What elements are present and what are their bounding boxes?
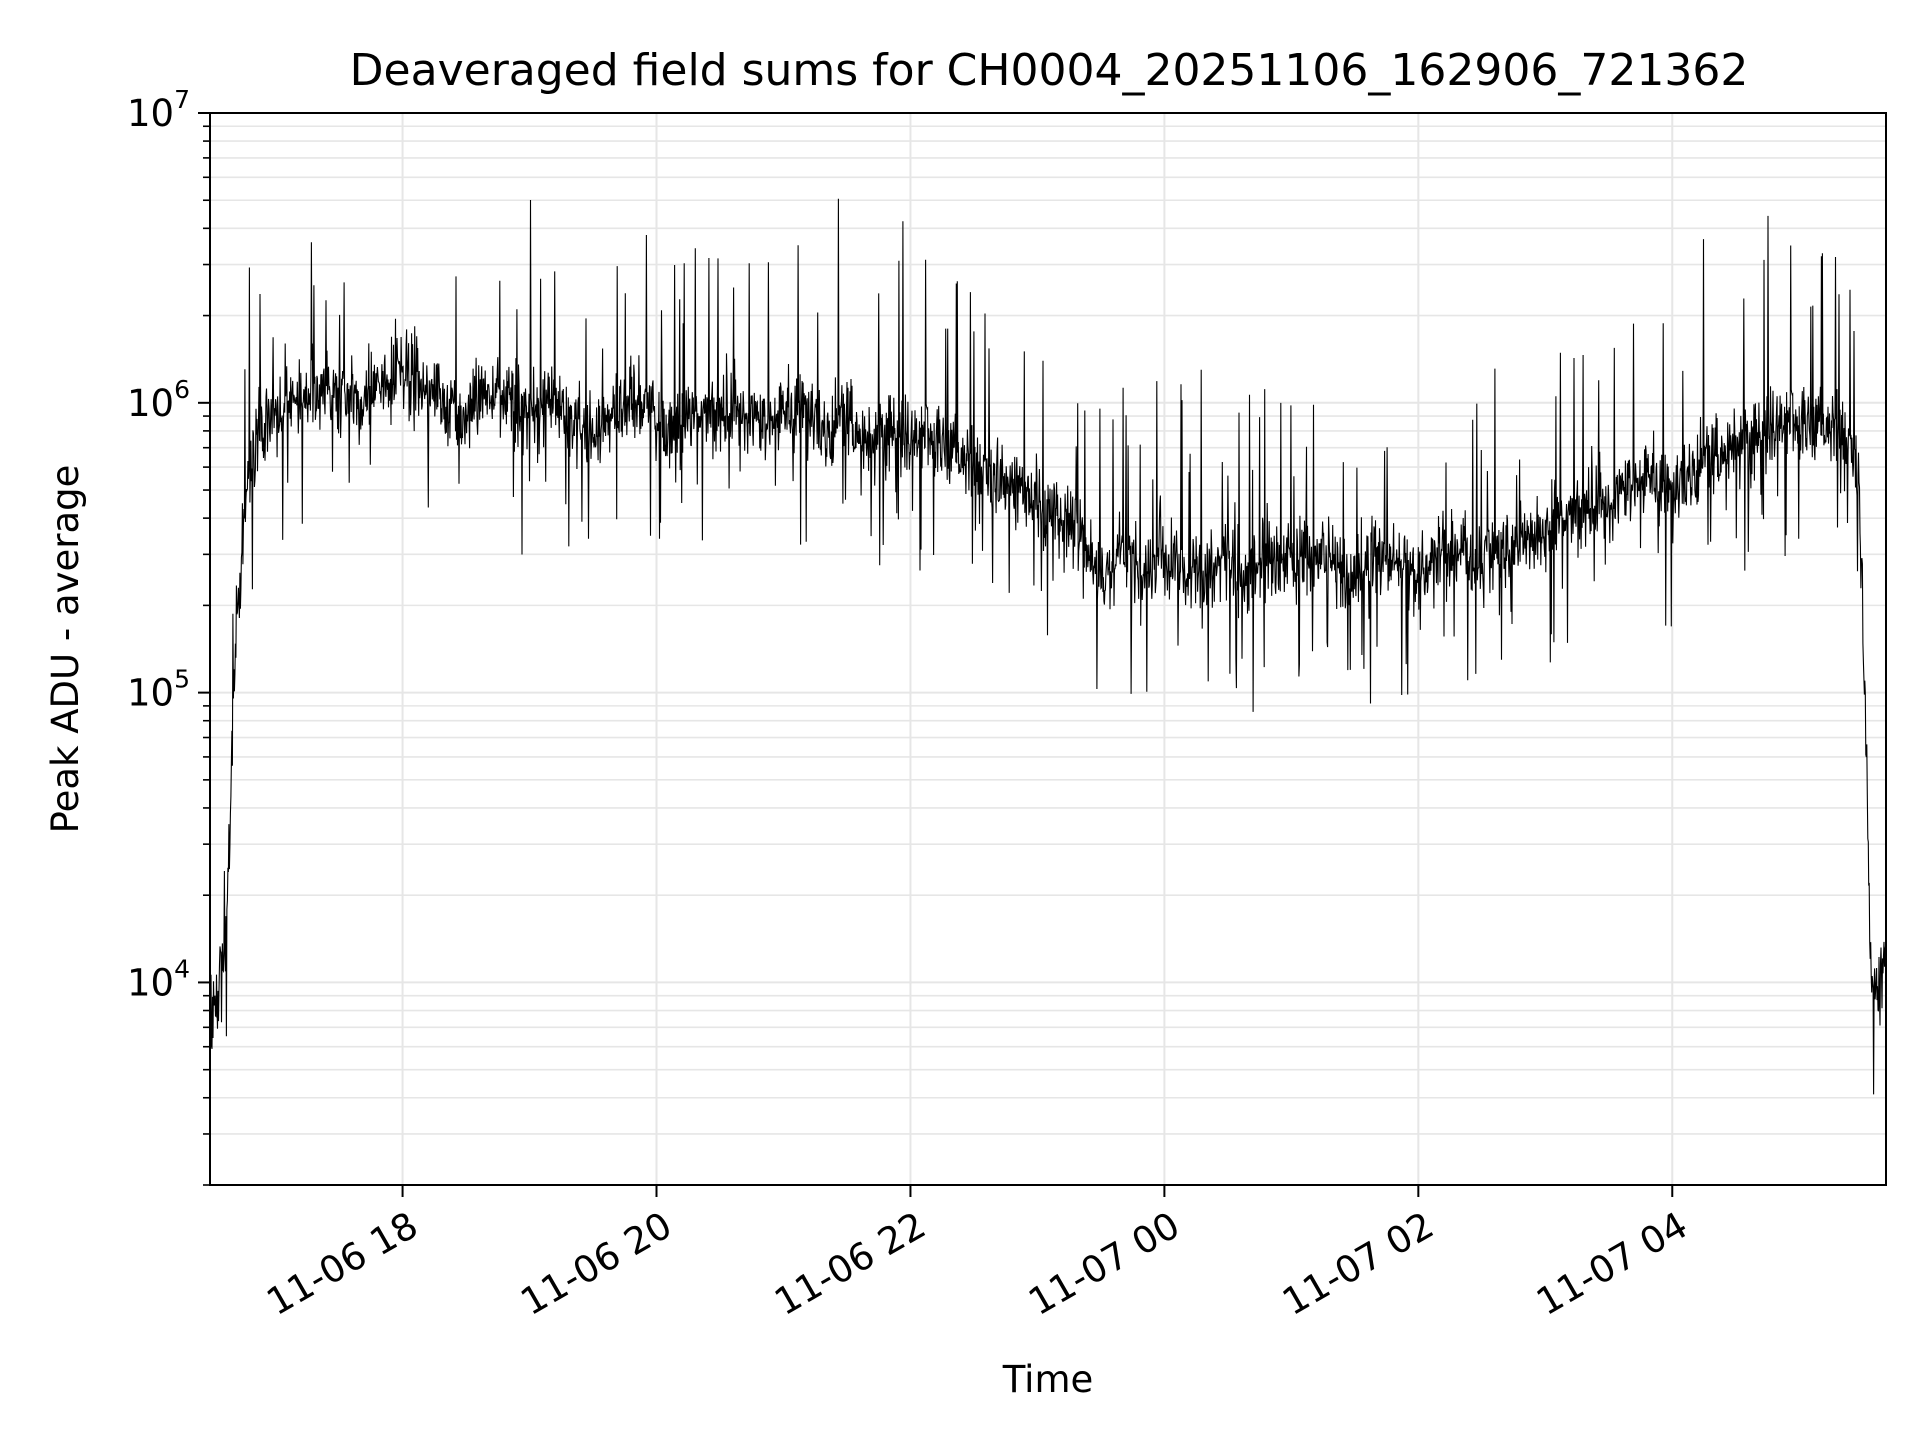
series-line [210, 198, 1886, 1095]
y-tick-label: 106 [127, 375, 190, 425]
x-axis-label: Time [1002, 1358, 1094, 1401]
y-axis: 104 105 106 107 [127, 85, 210, 1186]
plot-frame [209, 112, 1887, 1186]
series-layer [210, 198, 1886, 1095]
y-tick-label: 104 [127, 954, 190, 1004]
y-axis-label: Peak ADU - average [44, 465, 87, 834]
y-tick-label: 105 [127, 665, 190, 715]
y-tick-label: 107 [127, 85, 190, 135]
chart-title: Deaveraged field sums for CH0004_2025110… [350, 45, 1749, 96]
